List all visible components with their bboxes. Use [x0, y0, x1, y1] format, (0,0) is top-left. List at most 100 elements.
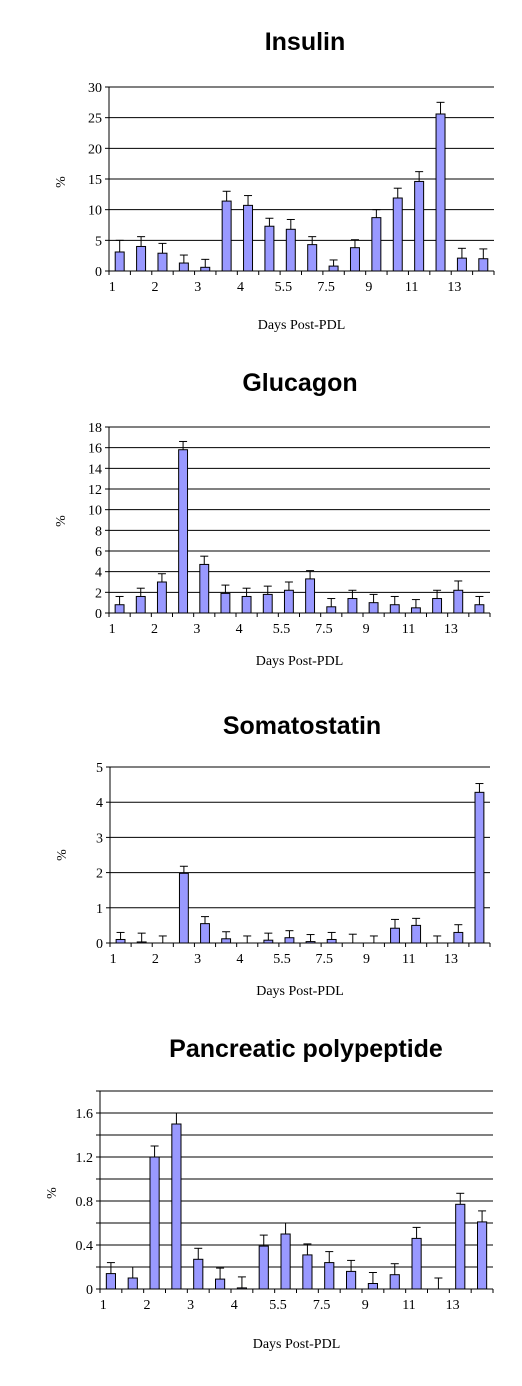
x-axis-label: Days Post-PDL [256, 654, 344, 669]
bar [456, 257, 467, 272]
y-tick-label: 14 [88, 462, 102, 477]
x-tick-label: 13 [447, 280, 461, 295]
bar [346, 1270, 357, 1290]
y-tick-label: 0.4 [76, 1239, 94, 1254]
x-tick-label: 4 [236, 952, 243, 967]
bar [326, 938, 337, 944]
bar [157, 252, 168, 272]
x-tick-label: 9 [363, 622, 370, 637]
bar [135, 595, 146, 614]
bar [326, 606, 337, 614]
x-tick-label: 5.5 [275, 280, 293, 295]
bar [156, 581, 167, 614]
y-axis-label: % [45, 1187, 60, 1199]
y-tick-label: 4 [95, 566, 102, 581]
x-tick-label: 2 [143, 1298, 150, 1313]
bar [474, 604, 485, 614]
x-tick-label: 1 [109, 622, 116, 637]
x-tick-label: 7.5 [317, 280, 335, 295]
x-tick-label: 2 [151, 622, 158, 637]
bar [280, 1233, 291, 1290]
y-tick-label: 10 [88, 204, 102, 219]
y-tick-label: 10 [88, 504, 102, 519]
x-tick-label: 3 [194, 952, 201, 967]
y-tick-label: 0 [86, 1283, 93, 1298]
y-axis-label: % [55, 849, 70, 861]
bar [171, 1123, 182, 1290]
chart-title: Glucagon [242, 369, 357, 397]
bar [414, 180, 425, 272]
bar [411, 1237, 422, 1290]
y-tick-label: 5 [96, 761, 103, 776]
y-tick-label: 4 [96, 796, 103, 811]
bar [105, 1273, 117, 1290]
y-tick-label: 1.2 [76, 1151, 94, 1166]
bar [193, 1258, 204, 1290]
x-axis-label: Days Post-PDL [258, 318, 346, 333]
x-tick-label: 3 [193, 622, 200, 637]
y-tick-label: 2 [95, 586, 102, 601]
bar [368, 602, 379, 614]
chart-title: Pancreatic polypeptide [169, 1035, 443, 1063]
x-tick-label: 5.5 [273, 622, 291, 637]
bar [262, 593, 273, 614]
bar [389, 604, 400, 614]
bar [392, 197, 403, 272]
x-tick-label: 7.5 [316, 952, 334, 967]
bar [114, 251, 125, 272]
bar [305, 941, 316, 944]
chart-title: Insulin [265, 28, 346, 56]
bar [178, 262, 189, 272]
bar [258, 1245, 269, 1290]
x-tick-label: 13 [444, 952, 458, 967]
bar [283, 589, 294, 614]
bar [136, 941, 147, 944]
y-tick-label: 1 [96, 902, 103, 917]
x-tick-label: 4 [237, 280, 244, 295]
x-tick-label: 13 [446, 1298, 460, 1313]
bar [285, 228, 296, 272]
bar [453, 931, 464, 944]
x-tick-label: 7.5 [313, 1298, 331, 1313]
x-tick-label: 7.5 [315, 622, 333, 637]
x-tick-label: 11 [402, 622, 415, 637]
chart-panel-4: Pancreatic polypeptide 0 0.4 0.8 1.2 1.6% 1 2 3 4… [45, 1035, 494, 1352]
x-tick-label: 11 [405, 280, 418, 295]
bar [411, 924, 422, 944]
y-tick-label: 25 [88, 112, 102, 127]
chart-title: Somatostatin [223, 712, 381, 740]
bar [136, 245, 147, 272]
y-tick-label: 0 [95, 607, 102, 622]
x-tick-label: 9 [362, 1298, 369, 1313]
bar [264, 225, 275, 272]
bar [389, 1274, 400, 1290]
bar [215, 1278, 226, 1290]
bar [221, 200, 232, 272]
y-tick-label: 0 [95, 265, 102, 280]
bar [390, 927, 400, 944]
bar [302, 1254, 313, 1290]
bar [149, 1156, 160, 1290]
bar [221, 938, 232, 944]
bar [410, 607, 421, 614]
x-tick-label: 4 [231, 1298, 238, 1313]
bar [220, 592, 231, 614]
bar [328, 265, 339, 272]
y-tick-label: 3 [96, 831, 103, 846]
x-tick-label: 11 [402, 952, 415, 967]
x-tick-label: 3 [187, 1298, 194, 1313]
bar [200, 923, 210, 944]
bar [284, 937, 295, 944]
y-tick-label: 1.6 [76, 1107, 94, 1122]
bar [307, 244, 318, 272]
bar [477, 1221, 488, 1290]
bar [478, 258, 489, 272]
x-tick-label: 3 [194, 280, 201, 295]
bar [371, 217, 382, 272]
x-tick-label: 1 [100, 1298, 107, 1313]
bar [324, 1262, 335, 1290]
x-tick-label: 5.5 [273, 952, 291, 967]
y-tick-label: 2 [96, 867, 103, 882]
bar [243, 204, 254, 272]
